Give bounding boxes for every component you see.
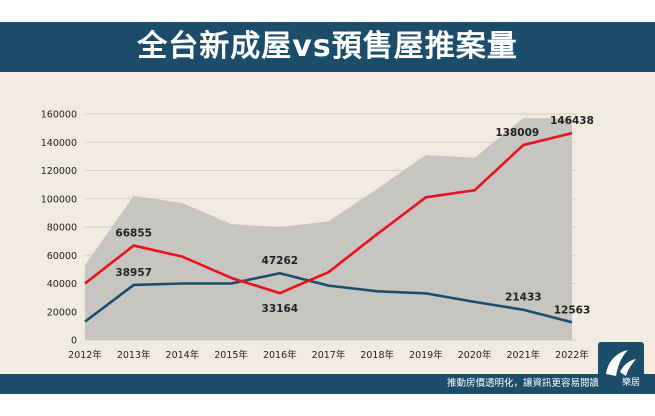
data-label: 38957 <box>115 267 152 279</box>
data-label: 12563 <box>554 304 591 316</box>
line-series-new-house <box>84 271 573 324</box>
logo-text: 樂居 <box>622 376 640 388</box>
x-tick-label: 2020年 <box>458 349 492 361</box>
y-tick-label: 140000 <box>41 138 77 149</box>
x-tick-label: 2017年 <box>312 349 346 361</box>
footer-bar: 推動房價透明化，讓資訊更容易閱讀 <box>0 374 655 394</box>
data-labels: 66855 38957 47262 33164 138009 146438 21433 125… <box>115 115 593 316</box>
data-label: 138009 <box>495 127 539 139</box>
infographic-frame: 全台新成屋vs預售屋推案量 160000 140000 120000 100000 80… <box>0 22 655 394</box>
y-tick-label: 20000 <box>47 307 77 318</box>
footer-slogan: 推動房價透明化，讓資訊更容易閱讀 <box>446 378 599 389</box>
x-tick-label: 2016年 <box>263 349 297 361</box>
x-tick-label: 2019年 <box>409 349 443 361</box>
brand-logo: 樂居 <box>598 342 644 388</box>
data-label: 146438 <box>550 115 594 127</box>
y-tick-label: 100000 <box>41 194 77 205</box>
y-tick-label: 40000 <box>47 279 77 290</box>
line-series-presale <box>84 131 573 295</box>
data-label: 66855 <box>115 228 152 240</box>
x-axis-ticks: 2012年 2013年 2014年 2015年 2016年 2017年 2018年 2019年… <box>68 349 589 361</box>
x-tick-label: 2021年 <box>506 349 540 361</box>
x-tick-label: 2012年 <box>68 349 102 361</box>
y-tick-label: 120000 <box>41 166 77 177</box>
x-tick-label: 2015年 <box>214 349 248 361</box>
x-tick-label: 2018年 <box>360 349 394 361</box>
chart-title: 全台新成屋vs預售屋推案量 <box>137 29 518 64</box>
y-tick-label: 60000 <box>47 251 77 262</box>
x-tick-label: 2022年 <box>555 349 589 361</box>
y-axis-ticks: 160000 140000 120000 100000 80000 60000 40000 2… <box>41 110 77 347</box>
x-tick-label: 2013年 <box>117 349 151 361</box>
x-tick-label: 2014年 <box>166 349 200 361</box>
data-label: 47262 <box>262 255 299 267</box>
y-tick-label: 160000 <box>41 110 77 121</box>
title-banner <box>0 22 655 72</box>
y-tick-label: 80000 <box>47 223 77 234</box>
data-label: 33164 <box>262 303 299 315</box>
data-label: 21433 <box>505 292 542 304</box>
y-tick-label: 0 <box>71 336 77 347</box>
chart: 160000 140000 120000 100000 80000 60000 40000 2… <box>41 110 594 362</box>
line-series <box>84 131 573 324</box>
